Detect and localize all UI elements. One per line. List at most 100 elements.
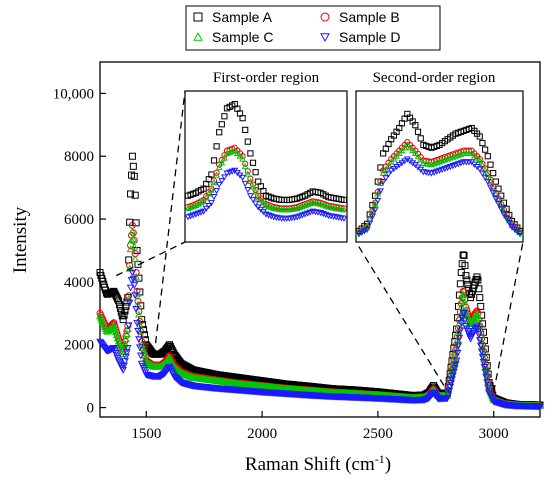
legend-label: Sample D (339, 29, 400, 45)
data-point (459, 290, 467, 298)
data-point (484, 153, 491, 160)
data-point (136, 317, 144, 325)
data-point (193, 31, 203, 41)
data-point (133, 290, 141, 298)
data-point (130, 242, 139, 250)
data-point (239, 174, 247, 181)
legend-label: Sample C (212, 29, 273, 45)
data-point (411, 149, 419, 156)
data-point (412, 122, 419, 129)
data-point (210, 178, 218, 186)
data-point (134, 328, 142, 335)
data-point (401, 158, 409, 165)
data-point (374, 197, 382, 205)
data-point (207, 186, 215, 193)
data-point (377, 179, 384, 187)
inset-second-order: Second-order region (355, 70, 524, 243)
data-point (417, 135, 424, 142)
data-point (395, 162, 403, 169)
legend-frame (185, 5, 441, 51)
data-point (446, 163, 454, 171)
zoom-guide-line (115, 241, 186, 277)
data-point (122, 302, 130, 310)
data-point (476, 156, 484, 164)
data-point (239, 155, 247, 162)
inset-first-order-title: First-order region (213, 70, 320, 86)
data-point (377, 178, 384, 185)
data-point (495, 201, 502, 208)
data-point (252, 200, 260, 207)
x-tick-label: 3000 (479, 426, 509, 442)
data-point (242, 126, 249, 134)
data-point (119, 316, 127, 324)
data-point (474, 325, 482, 333)
legend: Sample A Sample B Sample C Sample D (185, 5, 441, 51)
legend-label: Sample A (212, 9, 273, 25)
data-point (208, 171, 215, 178)
data-point (497, 201, 505, 209)
data-point (482, 146, 489, 153)
data-point (246, 193, 254, 200)
data-point (252, 188, 260, 195)
data-point (483, 379, 492, 387)
series-sample-c (96, 227, 544, 409)
data-point (436, 167, 443, 174)
data-point (220, 154, 228, 161)
data-point (363, 226, 371, 234)
data-point (414, 128, 422, 135)
data-point (127, 236, 136, 244)
data-point (133, 319, 141, 327)
data-point (135, 310, 143, 318)
data-point (387, 167, 395, 174)
data-point (210, 177, 218, 184)
data-point (368, 208, 376, 215)
data-point (473, 154, 481, 161)
data-point (113, 293, 121, 301)
data-point (379, 179, 387, 186)
data-point (371, 200, 379, 207)
data-point (249, 196, 257, 204)
data-point (200, 197, 208, 204)
data-point (374, 190, 382, 197)
y-tick-label: 10,000 (53, 86, 94, 102)
data-point (194, 200, 202, 207)
data-point (460, 310, 468, 318)
x-tick-label: 1500 (131, 426, 161, 442)
data-point (244, 187, 252, 194)
data-point (492, 195, 500, 203)
data-point (481, 174, 489, 181)
data-point (123, 330, 131, 337)
inset-series-sample-d (184, 167, 348, 222)
data-point (516, 231, 524, 238)
data-point (489, 190, 497, 197)
data-point (475, 337, 484, 345)
data-point (131, 191, 139, 199)
data-point (454, 342, 463, 350)
data-point (129, 162, 137, 170)
data-point (252, 186, 259, 194)
data-point (131, 292, 140, 300)
data-point (459, 251, 467, 259)
data-point (417, 156, 425, 163)
inset-first-order-frame (184, 90, 348, 243)
x-tick-label: 2500 (363, 426, 393, 442)
legend-label: Sample B (339, 9, 400, 25)
data-point (193, 12, 203, 22)
data-point (403, 141, 411, 148)
data-point (448, 367, 456, 375)
data-point (484, 384, 492, 392)
inset-first-order: First-order region (184, 70, 348, 243)
data-point (479, 358, 488, 366)
data-point (476, 166, 484, 173)
data-point (366, 220, 374, 227)
data-point (474, 312, 482, 320)
data-point (461, 298, 469, 306)
data-point (128, 227, 137, 235)
data-point (246, 177, 254, 185)
data-point (120, 345, 128, 353)
data-point (215, 181, 223, 189)
data-point (457, 303, 466, 310)
data-point (503, 212, 511, 219)
data-point (122, 335, 130, 342)
